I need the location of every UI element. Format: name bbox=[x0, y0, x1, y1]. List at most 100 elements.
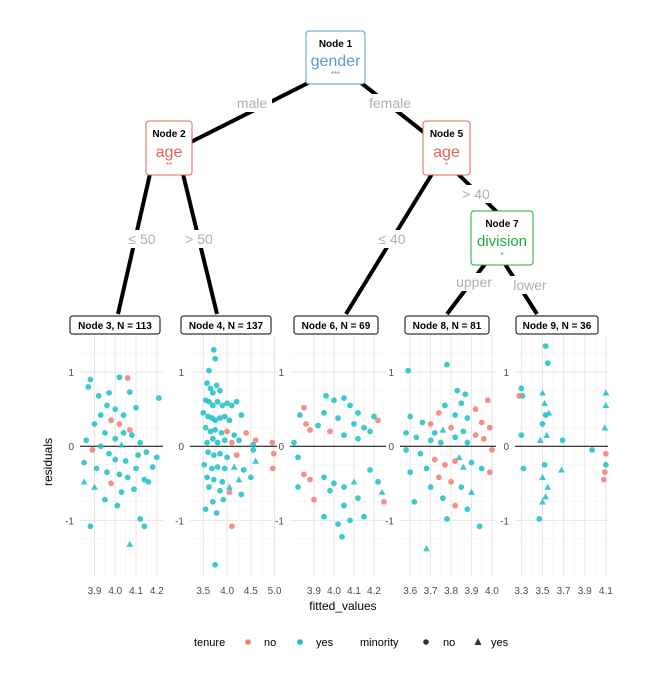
panel-node-5: 1 0 -1 3.3 3.5 3.7 3.9 4.1 Node 9, N = 36 bbox=[500, 315, 613, 597]
data-point-circle bbox=[218, 429, 225, 436]
x-tick-label: 3.8 bbox=[444, 586, 458, 597]
data-point-circle bbox=[321, 513, 327, 520]
panel-node-4: 1 0 -1 3.6 3.7 3.8 3.9 4.0 Node 8, N = 81 bbox=[385, 315, 499, 597]
x-tick-label: 3.5 bbox=[536, 586, 550, 597]
data-point-circle bbox=[238, 491, 245, 498]
data-point-circle bbox=[214, 439, 221, 446]
data-point-circle bbox=[518, 432, 525, 439]
data-point-circle bbox=[210, 452, 217, 459]
data-point-circle bbox=[228, 402, 235, 409]
data-point-circle bbox=[520, 465, 527, 472]
x-tick-label: 4.0 bbox=[485, 586, 499, 597]
y-tick-label: 1 bbox=[278, 368, 284, 379]
panel-title: Node 8, N = 81 bbox=[413, 321, 482, 332]
data-point-circle bbox=[413, 434, 420, 441]
node-7-variable: division bbox=[477, 233, 527, 250]
data-point-circle bbox=[209, 498, 216, 505]
data-point-circle bbox=[217, 387, 223, 394]
data-point-circle bbox=[371, 413, 377, 420]
data-point-circle bbox=[435, 474, 442, 481]
legend: tenure no yes minority no yes bbox=[194, 637, 509, 649]
data-point-circle bbox=[213, 382, 220, 389]
data-point-circle bbox=[224, 400, 230, 407]
y-tick-label: 1 bbox=[68, 368, 74, 379]
data-point-circle bbox=[85, 384, 92, 390]
edge-label-gt40: > 40 bbox=[462, 186, 490, 202]
data-point-circle bbox=[210, 346, 217, 353]
data-point-circle bbox=[411, 498, 418, 505]
data-point-circle bbox=[233, 452, 240, 459]
data-point-circle bbox=[417, 450, 424, 457]
node-7-significance: * bbox=[500, 251, 503, 260]
legend-minority-no-label: no bbox=[443, 637, 455, 649]
data-point-circle bbox=[486, 469, 493, 476]
data-point-circle bbox=[341, 484, 347, 490]
panel-title: Node 9, N = 36 bbox=[523, 321, 592, 332]
x-tick-label: 4.0 bbox=[327, 586, 341, 597]
data-point-circle bbox=[472, 432, 479, 439]
data-point-triangle bbox=[423, 545, 430, 552]
edge-label-lower: lower bbox=[513, 277, 547, 293]
data-point-circle bbox=[536, 516, 543, 522]
data-point-triangle bbox=[235, 476, 243, 483]
legend-tenure-yes-swatch bbox=[297, 639, 303, 645]
data-point-circle bbox=[89, 447, 96, 453]
data-point-triangle bbox=[91, 483, 98, 490]
data-point-circle bbox=[243, 429, 249, 436]
data-point-circle bbox=[91, 421, 98, 427]
panel-title-box bbox=[515, 315, 599, 335]
data-point-circle bbox=[303, 421, 309, 427]
data-point-circle bbox=[217, 415, 223, 421]
data-point-circle bbox=[233, 398, 240, 405]
data-point-circle bbox=[442, 402, 448, 409]
data-point-circle bbox=[204, 474, 211, 481]
data-point-circle bbox=[437, 439, 444, 446]
edge-label-upper: upper bbox=[456, 274, 492, 290]
data-point-circle bbox=[210, 476, 217, 483]
data-point-circle bbox=[458, 484, 465, 490]
data-point-triangle bbox=[230, 463, 238, 470]
data-point-triangle bbox=[226, 483, 233, 490]
panel-node-3: 1 0 -1 3.9 4.0 4.1 4.2 Node 6, N = 69 bbox=[275, 315, 387, 597]
data-point-circle bbox=[83, 437, 90, 444]
data-point-circle bbox=[367, 467, 373, 473]
data-point-circle bbox=[112, 406, 119, 413]
node-5-variable: age bbox=[433, 144, 460, 161]
data-point-circle bbox=[478, 465, 485, 472]
node-1-significance: *** bbox=[331, 70, 340, 79]
data-point-circle bbox=[442, 461, 448, 468]
data-point-triangle bbox=[539, 498, 546, 505]
data-point-triangle bbox=[350, 478, 358, 485]
data-point-circle bbox=[544, 360, 551, 367]
data-point-circle bbox=[104, 402, 110, 409]
data-point-circle bbox=[516, 392, 523, 399]
data-point-circle bbox=[351, 421, 357, 427]
data-point-circle bbox=[407, 469, 414, 476]
data-point-circle bbox=[207, 428, 214, 435]
data-point-circle bbox=[355, 495, 361, 502]
data-point-circle bbox=[205, 449, 211, 456]
data-point-circle bbox=[468, 459, 475, 466]
data-point-circle bbox=[131, 486, 137, 493]
data-point-triangle bbox=[468, 488, 475, 495]
edge-label-le50: ≤ 50 bbox=[128, 231, 155, 247]
data-point-triangle bbox=[539, 389, 546, 396]
edge-label-female: female bbox=[369, 95, 411, 111]
y-tick-label: -1 bbox=[65, 516, 74, 527]
data-point-triangle bbox=[118, 441, 125, 448]
data-point-circle bbox=[403, 429, 410, 436]
legend-minority-title: minority bbox=[360, 637, 399, 649]
y-tick-label: 0 bbox=[278, 442, 284, 453]
data-point-circle bbox=[126, 427, 133, 433]
data-point-circle bbox=[145, 478, 152, 485]
x-tick-label: 3.5 bbox=[196, 586, 210, 597]
data-point-circle bbox=[212, 355, 219, 362]
data-point-circle bbox=[484, 397, 491, 404]
data-point-circle bbox=[448, 424, 454, 431]
edge-label-le40: ≤ 40 bbox=[378, 231, 405, 247]
y-tick-label: 1 bbox=[388, 368, 394, 379]
x-tick-label: 3.9 bbox=[307, 586, 321, 597]
data-point-triangle bbox=[544, 483, 552, 490]
data-point-circle bbox=[124, 474, 131, 481]
data-point-circle bbox=[321, 409, 327, 416]
